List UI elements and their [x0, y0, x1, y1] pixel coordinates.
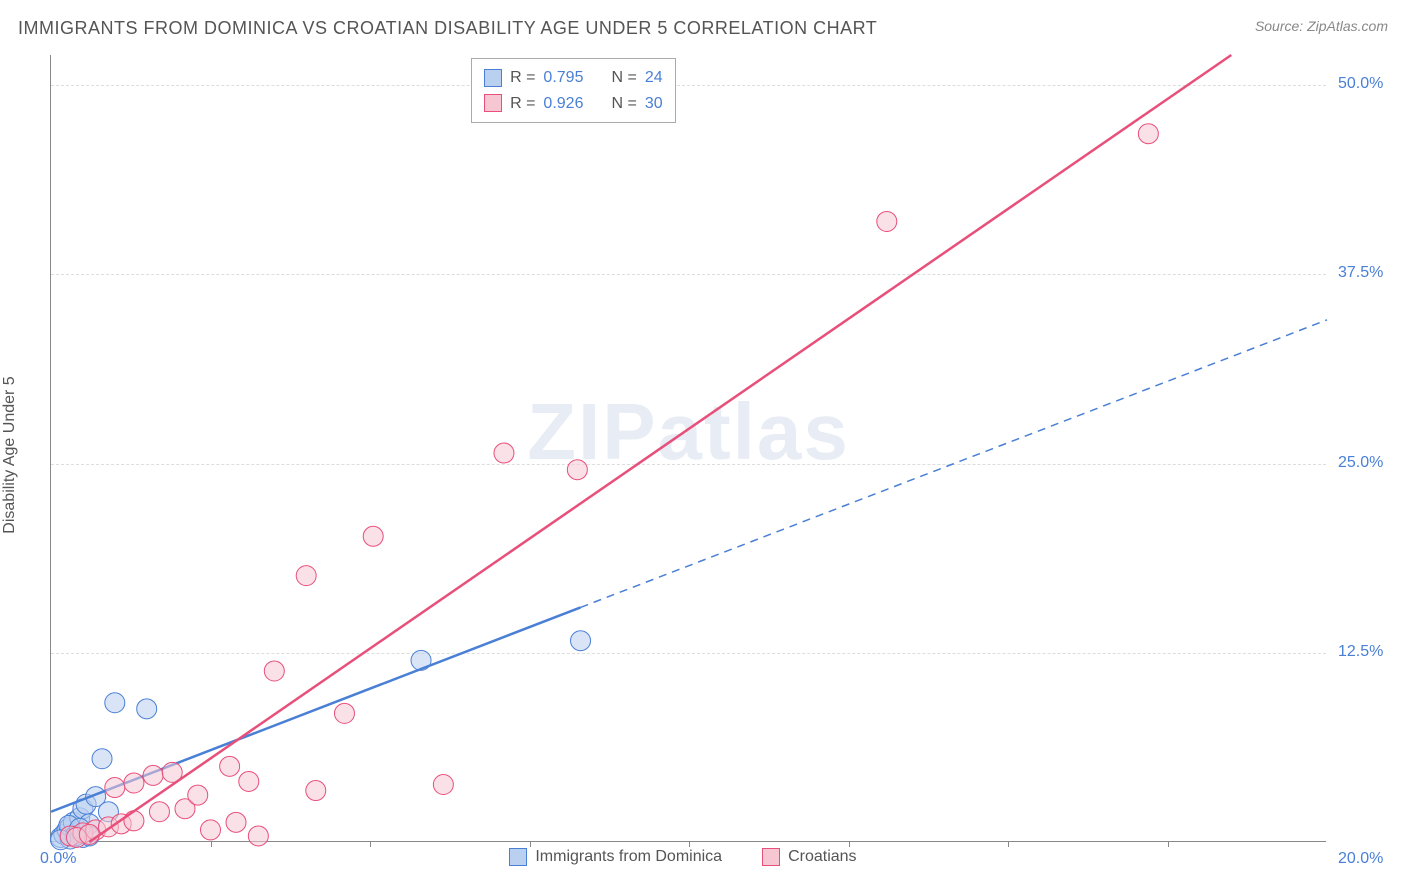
x-tick: [211, 841, 212, 847]
y-axis-label: Disability Age Under 5: [1, 376, 19, 533]
series-legend-item-croatians: Croatians: [762, 848, 856, 866]
scatter-point-croatians: [239, 771, 259, 791]
series-legend-item-dominica: Immigrants from Dominica: [509, 848, 722, 866]
scatter-point-croatians: [1138, 124, 1158, 144]
x-min-label: 0.0%: [40, 850, 76, 868]
x-tick: [689, 841, 690, 847]
header: IMMIGRANTS FROM DOMINICA VS CROATIAN DIS…: [18, 18, 1388, 39]
scatter-point-croatians: [363, 526, 383, 546]
n-label: N =: [611, 91, 636, 117]
scatter-point-croatians: [143, 765, 163, 785]
correlation-legend: R = 0.795 N = 24 R = 0.926 N = 30: [471, 58, 676, 123]
n-value: 30: [645, 91, 663, 117]
legend-swatch-icon: [484, 69, 502, 87]
series-legend: Immigrants from Dominica Croatians: [509, 848, 856, 866]
x-tick: [1008, 841, 1009, 847]
series-label: Immigrants from Dominica: [535, 848, 722, 866]
scatter-point-dominica: [137, 699, 157, 719]
x-max-label: 20.0%: [1338, 850, 1383, 868]
legend-row-dominica: R = 0.795 N = 24: [484, 65, 663, 91]
n-value: 24: [645, 65, 663, 91]
y-tick-label: 25.0%: [1338, 454, 1383, 472]
scatter-point-croatians: [306, 781, 326, 801]
legend-swatch-icon: [509, 848, 527, 866]
source-attribution: Source: ZipAtlas.com: [1255, 18, 1388, 34]
series-label: Croatians: [788, 848, 856, 866]
y-tick-label: 50.0%: [1338, 75, 1383, 93]
scatter-point-croatians: [220, 756, 240, 776]
legend-row-croatians: R = 0.926 N = 30: [484, 91, 663, 117]
scatter-point-croatians: [124, 811, 144, 831]
x-tick: [849, 841, 850, 847]
x-tick: [370, 841, 371, 847]
scatter-point-dominica: [105, 693, 125, 713]
scatter-point-croatians: [877, 211, 897, 231]
trend-line-ext-dominica: [581, 320, 1327, 608]
scatter-point-croatians: [188, 785, 208, 805]
r-label: R =: [510, 91, 535, 117]
scatter-point-croatians: [296, 566, 316, 586]
scatter-point-croatians: [124, 773, 144, 793]
scatter-point-croatians: [201, 820, 221, 840]
x-tick: [1168, 841, 1169, 847]
n-label: N =: [611, 65, 636, 91]
chart-plot-area: ZIPatlas: [50, 55, 1326, 842]
y-tick-label: 12.5%: [1338, 643, 1383, 661]
trend-line-croatians: [89, 55, 1231, 842]
r-value: 0.926: [543, 91, 583, 117]
source-name: ZipAtlas.com: [1307, 18, 1388, 34]
scatter-point-croatians: [149, 802, 169, 822]
scatter-point-croatians: [226, 812, 246, 832]
legend-swatch-icon: [484, 94, 502, 112]
scatter-point-croatians: [433, 774, 453, 794]
scatter-point-croatians: [334, 703, 354, 723]
legend-swatch-icon: [762, 848, 780, 866]
scatter-point-dominica: [571, 631, 591, 651]
scatter-point-croatians: [567, 460, 587, 480]
source-prefix: Source:: [1255, 18, 1307, 34]
scatter-point-croatians: [264, 661, 284, 681]
y-tick-label: 37.5%: [1338, 264, 1383, 282]
chart-title: IMMIGRANTS FROM DOMINICA VS CROATIAN DIS…: [18, 18, 877, 39]
scatter-point-dominica: [92, 749, 112, 769]
scatter-point-croatians: [494, 443, 514, 463]
chart-svg: [51, 55, 1326, 841]
r-label: R =: [510, 65, 535, 91]
x-tick: [530, 841, 531, 847]
scatter-point-croatians: [248, 826, 268, 846]
scatter-point-croatians: [105, 778, 125, 798]
r-value: 0.795: [543, 65, 583, 91]
